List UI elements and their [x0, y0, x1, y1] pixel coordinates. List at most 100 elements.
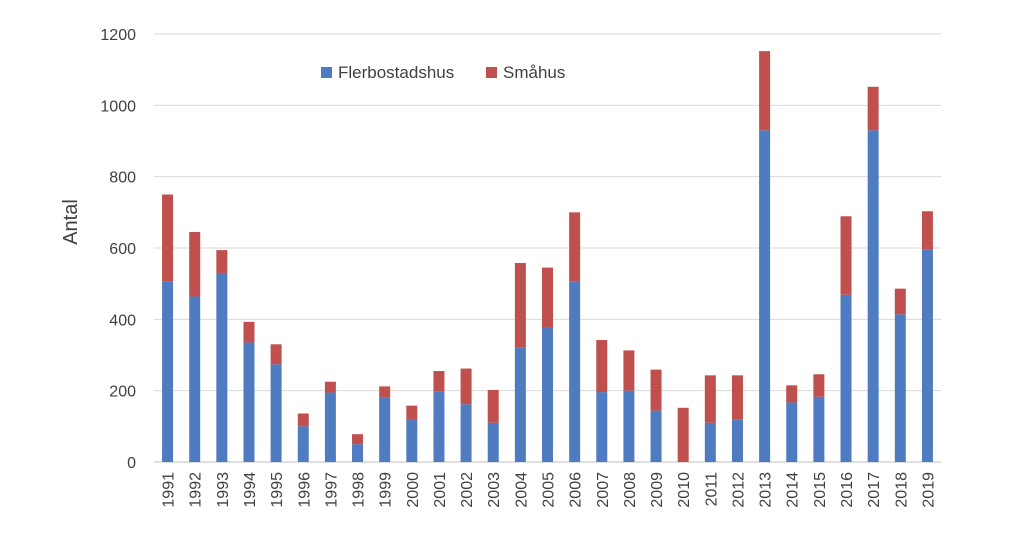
bar-flerbostadshus-2017 [867, 130, 879, 463]
bar-flerbostadshus-2006 [569, 281, 581, 462]
x-tick-label: 2007 [595, 472, 612, 508]
x-tick-label: 2006 [568, 472, 585, 508]
x-tick-label: 2011 [703, 472, 720, 507]
bar-flerbostadshus-2015 [813, 396, 825, 462]
bar-flerbostadshus-2007 [596, 392, 608, 462]
bar-flerbostadshus-1995 [270, 364, 282, 462]
bar-smahus-1999 [379, 386, 391, 398]
x-tick-label: 2000 [405, 472, 422, 508]
bar-smahus-2009 [650, 369, 662, 411]
bar-flerbostadshus-2014 [786, 402, 798, 462]
y-tick-label: 800 [109, 170, 136, 187]
bar-smahus-1998 [352, 434, 364, 445]
bar-flerbostadshus-1997 [324, 392, 336, 462]
bar-flerbostadshus-1992 [189, 296, 201, 462]
bar-flerbostadshus-2001 [433, 391, 445, 462]
x-tick-label: 1996 [296, 472, 313, 508]
bar-smahus-2017 [867, 86, 879, 131]
bar-flerbostadshus-2016 [840, 294, 852, 462]
bar-smahus-2007 [596, 340, 608, 393]
bar-smahus-2008 [623, 350, 635, 391]
x-tick-label: 2016 [839, 472, 856, 508]
bar-smahus-2013 [759, 51, 771, 131]
bar-smahus-2012 [731, 375, 743, 420]
x-axis-ticks: 1991 1992 1993 1994 1995 1996 1997 1998 1999 2000… [161, 472, 938, 508]
bar-smahus-2006 [569, 212, 581, 282]
bar-smahus-2014 [786, 385, 798, 403]
bar-flerbostadshus-1998 [352, 444, 364, 462]
x-tick-label: 2001 [432, 472, 449, 508]
y-tick-label: 1000 [100, 98, 136, 115]
x-tick-label: 2008 [622, 472, 639, 508]
bar-smahus-2015 [813, 374, 825, 397]
bar-smahus-2018 [894, 288, 906, 315]
bar-smahus-2010 [677, 407, 689, 462]
bar-flerbostadshus-2013 [759, 130, 771, 463]
x-tick-label: 2014 [785, 472, 802, 508]
bar-smahus-1995 [270, 344, 282, 365]
x-tick-label: 1998 [351, 472, 368, 508]
x-tick-label: 2002 [459, 472, 476, 508]
legend: Flerbostadshus Småhus [321, 63, 565, 82]
bar-smahus-2005 [542, 267, 553, 328]
legend-label-smahus: Småhus [503, 63, 565, 82]
x-tick-label: 2010 [676, 472, 693, 508]
bar-smahus-1994 [243, 321, 255, 343]
x-tick-label: 1997 [323, 472, 340, 508]
bar-smahus-2002 [460, 368, 472, 405]
bar-smahus-2000 [406, 405, 418, 420]
y-tick-label: 600 [109, 241, 136, 258]
bar-smahus-2003 [487, 389, 499, 423]
x-tick-label: 2013 [758, 472, 775, 508]
x-tick-label: 1993 [215, 472, 232, 508]
x-tick-label: 2017 [866, 472, 883, 508]
x-tick-label: 2004 [513, 472, 530, 508]
y-tick-label: 400 [109, 312, 136, 329]
bar-smahus-2004 [514, 262, 526, 348]
bar-flerbostadshus-2009 [650, 410, 662, 462]
bar-flerbostadshus-2008 [623, 390, 635, 462]
bar-flerbostadshus-2012 [731, 419, 743, 462]
bar-smahus-1991 [162, 194, 174, 282]
bar-smahus-2011 [704, 375, 716, 423]
bars [162, 51, 933, 463]
y-tick-label: 0 [127, 455, 136, 472]
bar-flerbostadshus-2019 [921, 249, 933, 462]
x-tick-label: 1991 [161, 472, 178, 508]
x-tick-label: 2015 [812, 472, 829, 508]
x-tick-label: 2009 [649, 472, 666, 508]
bar-flerbostadshus-2018 [894, 314, 906, 462]
bar-flerbostadshus-2002 [460, 404, 472, 462]
x-tick-label: 1995 [269, 472, 286, 508]
x-tick-label: 2019 [920, 472, 937, 508]
legend-swatch-smahus [486, 67, 497, 78]
bar-smahus-2016 [840, 216, 852, 295]
x-tick-label: 2018 [893, 472, 910, 508]
bar-smahus-1996 [297, 413, 309, 427]
bar-flerbostadshus-1999 [379, 397, 391, 462]
bar-flerbostadshus-2011 [704, 422, 716, 462]
bar-flerbostadshus-1994 [243, 342, 255, 462]
bar-smahus-1997 [324, 381, 336, 393]
x-tick-label: 1999 [378, 472, 395, 508]
legend-swatch-flerbostadshus [321, 67, 332, 78]
bar-flerbostadshus-2005 [542, 327, 553, 462]
y-tick-label: 1200 [100, 27, 136, 44]
bar-smahus-1993 [216, 250, 228, 273]
x-tick-label: 1994 [242, 472, 259, 508]
bar-smahus-2019 [921, 211, 933, 250]
bar-flerbostadshus-1993 [216, 272, 228, 462]
y-tick-label: 200 [109, 384, 136, 401]
bar-smahus-1992 [189, 231, 201, 297]
bar-smahus-2001 [433, 371, 445, 392]
x-tick-label: 2012 [730, 472, 747, 508]
bar-flerbostadshus-1991 [162, 281, 174, 462]
x-tick-label: 1992 [188, 472, 205, 508]
x-tick-label: 2003 [486, 472, 503, 508]
bar-flerbostadshus-2003 [487, 422, 499, 462]
bar-flerbostadshus-1996 [297, 426, 309, 462]
bar-flerbostadshus-2000 [406, 419, 418, 462]
legend-label-flerbostadshus: Flerbostadshus [338, 63, 454, 82]
y-axis-ticks: 0 200 400 600 800 1000 1200 [100, 27, 136, 472]
